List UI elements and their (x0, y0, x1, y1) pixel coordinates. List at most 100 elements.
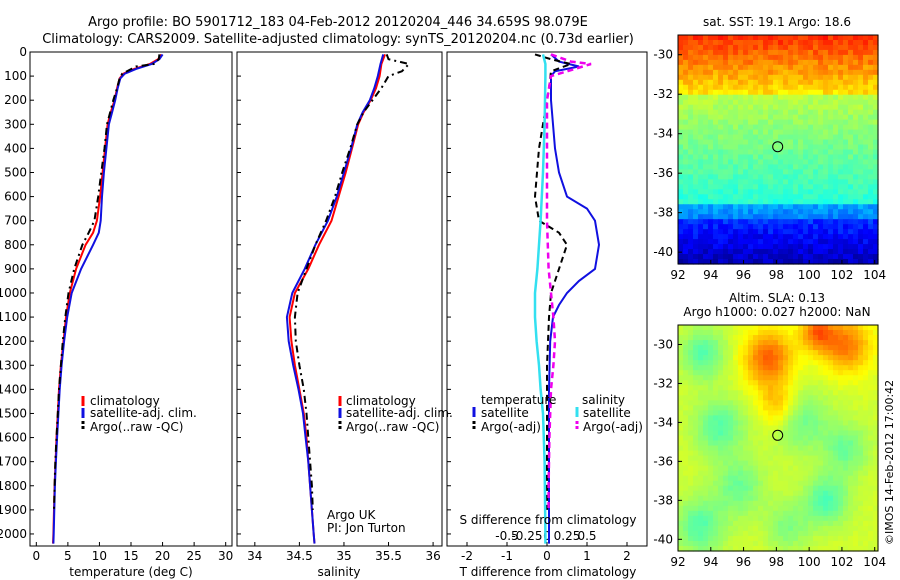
map-cell (833, 325, 839, 331)
map-cell (848, 199, 854, 205)
map-cell (698, 64, 704, 71)
map-cell (723, 535, 729, 542)
map-cell (728, 159, 734, 166)
map-cell (743, 174, 749, 180)
map-cell (733, 345, 739, 351)
map-cell (833, 194, 839, 200)
map-cell (853, 435, 859, 442)
top-tick-label: 0 (543, 529, 551, 543)
map-cell (713, 410, 719, 416)
map-cell (708, 144, 714, 151)
map-cell (768, 99, 774, 106)
map-cell (743, 229, 749, 235)
map-cell (703, 470, 709, 477)
map-cell (843, 214, 849, 220)
map-cell (693, 204, 699, 210)
map-cell (683, 79, 689, 86)
map-cell (718, 520, 724, 527)
map-cell (683, 184, 689, 190)
map-cell (773, 530, 779, 537)
map-cell (868, 204, 874, 210)
map-cell (863, 340, 869, 346)
map-cell (813, 440, 819, 447)
map-cell (788, 154, 794, 161)
lat-tick-label: -34 (653, 127, 673, 141)
map-cell (718, 154, 724, 161)
map-cell (803, 94, 809, 101)
map-cell (703, 39, 709, 46)
map-cell (713, 59, 719, 66)
map-cell (763, 380, 769, 386)
map-cell (678, 545, 684, 552)
map-cell (793, 209, 799, 215)
map-cell (783, 400, 789, 406)
map-cell (818, 154, 824, 161)
map-cell (808, 340, 814, 346)
map-cell (773, 525, 779, 532)
map-cell (753, 234, 759, 240)
map-cell (793, 415, 799, 422)
series-line-1 (288, 54, 386, 544)
map-cell (708, 540, 714, 547)
map-cell (838, 370, 844, 376)
map-cell (793, 99, 799, 106)
map-cell (838, 104, 844, 111)
map-cell (798, 540, 804, 547)
map-cell (768, 345, 774, 351)
map-cell (828, 515, 834, 522)
map-cell (738, 470, 744, 477)
map-cell (828, 445, 834, 452)
map-cell (868, 109, 874, 116)
map-cell (773, 79, 779, 86)
map-cell (783, 139, 789, 146)
map-cell (693, 59, 699, 66)
map-cell (748, 239, 754, 245)
map-cell (803, 515, 809, 522)
map-cell (758, 360, 764, 366)
map-cell (863, 530, 869, 537)
map-cell (698, 39, 704, 46)
map-cell (678, 500, 684, 507)
map-cell (803, 134, 809, 141)
map-cell (693, 515, 699, 522)
map-cell (708, 139, 714, 146)
map-cell (813, 99, 819, 106)
map-cell (718, 330, 724, 336)
map-cell (718, 415, 724, 422)
map-cell (863, 214, 869, 220)
map-cell (738, 199, 744, 205)
map-cell (843, 395, 849, 401)
map-cell (848, 74, 854, 81)
map-cell (748, 385, 754, 391)
map-cell (808, 39, 814, 46)
map-cell (788, 485, 794, 492)
map-cell (818, 104, 824, 111)
map-cell (833, 234, 839, 240)
map-cell (863, 405, 869, 411)
lat-tick-label: -38 (653, 206, 673, 220)
map-cell (818, 360, 824, 366)
map-cell (853, 199, 859, 205)
map-cell (763, 49, 769, 56)
map-cell (843, 189, 849, 195)
map-cell (713, 184, 719, 190)
map-cell (848, 244, 854, 250)
map-cell (798, 184, 804, 190)
map-cell (728, 219, 734, 225)
map-cell (818, 259, 824, 265)
map-cell (808, 535, 814, 542)
map-cell (738, 94, 744, 101)
map-cell (788, 460, 794, 467)
map-cell (738, 174, 744, 180)
map-cell (768, 500, 774, 507)
map-cell (828, 54, 834, 61)
map-cell (773, 129, 779, 136)
map-cell (778, 229, 784, 235)
map-cell (688, 385, 694, 391)
map-cell (813, 390, 819, 396)
map-cell (743, 330, 749, 336)
map-cell (768, 425, 774, 432)
map-cell (753, 345, 759, 351)
map-cell (783, 35, 789, 41)
map-cell (873, 535, 879, 542)
